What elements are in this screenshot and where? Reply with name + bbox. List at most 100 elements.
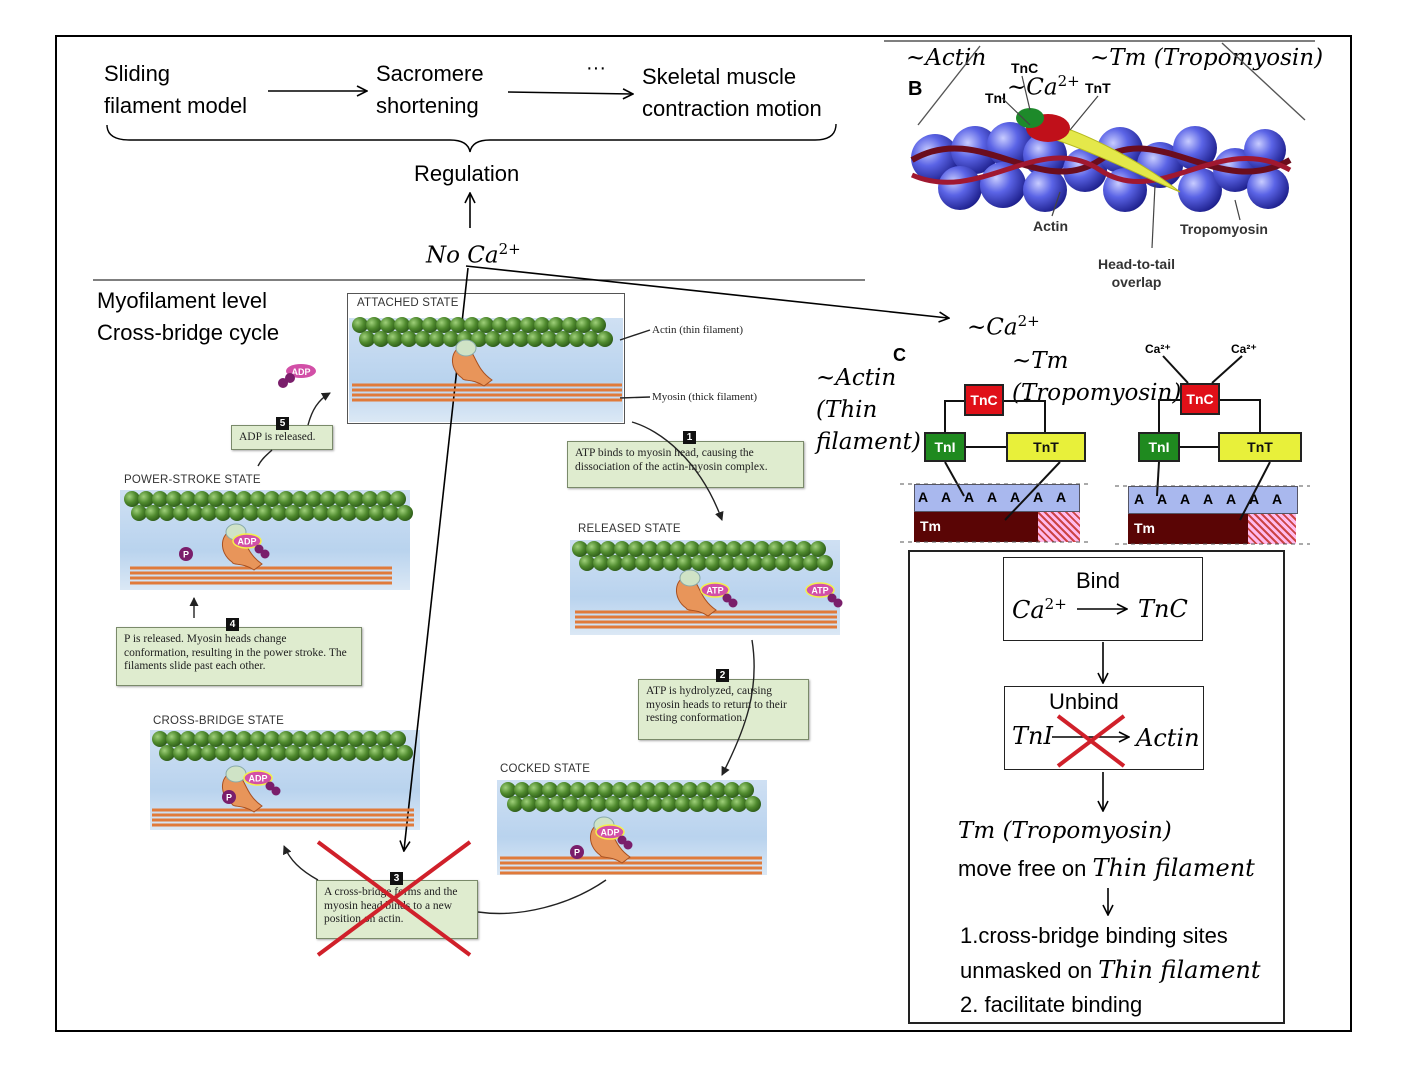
attached-actin-bead — [562, 317, 578, 333]
crossbridge-phosphate — [222, 790, 236, 804]
released-actin-bead — [635, 555, 651, 571]
panel-c-tni-right: TnI — [1138, 432, 1180, 462]
a-seg: A — [1203, 491, 1214, 507]
attached-actin-bead — [394, 317, 410, 333]
tropomyosin-strand-2 — [910, 155, 1292, 185]
step1-note: ATP binds to myosin head, causing the di… — [567, 441, 804, 488]
powerstroke-actin-bead — [264, 491, 280, 507]
crossbridge-actin-bead — [390, 731, 406, 747]
attached-actin-bead — [555, 331, 571, 347]
panel-c-tnt-left: TnT — [1006, 432, 1086, 462]
cocked-actin-bead — [717, 796, 733, 812]
cocked-adp-text: ADP — [600, 828, 619, 838]
panel-b-tm-annotation: ~Tm (Tropomyosin) — [1090, 45, 1324, 71]
released-actin-bead — [768, 541, 784, 557]
panel-c-actin-annotation: ~Actin (Thin filament) — [816, 365, 921, 455]
powerstroke-actin-bead — [285, 505, 301, 521]
tnc-green — [1016, 108, 1044, 128]
powerstroke-actin-bead — [383, 505, 399, 521]
powerstroke-actin-bead — [397, 505, 413, 521]
attached-actin-bead — [408, 317, 424, 333]
released-actin-bead — [614, 541, 630, 557]
crossbridge-actin-bead — [187, 745, 203, 761]
panel-c-tm-left — [914, 512, 1038, 542]
panel-c-tni-left: TnI — [924, 432, 966, 462]
released-actin-bead — [656, 541, 672, 557]
a-seg: A — [1033, 489, 1044, 505]
released-actin-bead — [782, 541, 798, 557]
bind-box — [1003, 557, 1203, 641]
released-actin-bead — [705, 555, 721, 571]
released-atp-free-phosphate — [827, 593, 837, 603]
powerstroke-actin-bead — [173, 505, 189, 521]
cycle-arrow-2 — [721, 639, 755, 776]
cocked-actin-bead — [598, 782, 614, 798]
panel-c-tnc-left: TnC — [964, 384, 1004, 416]
panel-b-actin-spheres — [911, 122, 1289, 212]
powerstroke-actin-bead — [327, 505, 343, 521]
step4-note: P is released. Myosin heads change confo… — [116, 627, 362, 686]
crossbridge-actin-bead — [264, 731, 280, 747]
adp-release-arrow — [307, 392, 331, 426]
released-actin-bead — [628, 541, 644, 557]
released-actin-bead — [684, 541, 700, 557]
released-actin-bead — [691, 555, 707, 571]
released-actin-bead — [726, 541, 742, 557]
powerstroke-actin-bead — [229, 505, 245, 521]
released-state-label: RELEASED STATE — [578, 523, 681, 535]
actin-thin-filament-label: Actin (thin filament) — [652, 324, 744, 336]
cocked-adp-phosphate — [617, 835, 627, 845]
step3-number: 3 — [390, 872, 403, 885]
powerstroke-adp-text: ADP — [237, 537, 256, 547]
a-seg: A — [1010, 489, 1021, 505]
panel-c-ca-2: Ca²⁺ — [1231, 342, 1257, 356]
crossbridge-actin-bead — [397, 745, 413, 761]
attached-actin-bead — [415, 331, 431, 347]
released-actin-bead — [789, 555, 805, 571]
crossbridge-actin-bead — [180, 731, 196, 747]
powerstroke-actin-bead — [292, 491, 308, 507]
panel-c-tnt-right: TnT — [1218, 432, 1302, 462]
attached-actin-bead — [471, 331, 487, 347]
panel-c-tm-label-left: Tm — [920, 518, 941, 534]
crossbridge-actin-bead — [306, 731, 322, 747]
powerstroke-actin-bead — [341, 505, 357, 521]
released-actin-bead — [796, 541, 812, 557]
unbind-cross-2 — [1056, 714, 1126, 768]
powerstroke-actin-bead — [236, 491, 252, 507]
powerstroke-actin-bead — [208, 491, 224, 507]
tropomyosin-strand-1 — [910, 145, 1292, 175]
crossbridge-actin-bead — [299, 745, 315, 761]
released-actin-bead — [817, 555, 833, 571]
attached-actin-bead — [373, 331, 389, 347]
released-actin-bead — [579, 555, 595, 571]
a-seg: A — [1226, 491, 1237, 507]
curly-brace — [106, 123, 837, 153]
crossbridge-actin-bead — [355, 745, 371, 761]
attached-actin-bead — [359, 331, 375, 347]
step3-note: A cross-bridge forms and the myosin head… — [316, 880, 478, 939]
crossbridge-actin-bead — [369, 745, 385, 761]
powerstroke-actin-bead — [376, 491, 392, 507]
crossbridge-actin-bead — [215, 745, 231, 761]
cocked-actin-bead — [668, 782, 684, 798]
powerstroke-actin-bead — [243, 505, 259, 521]
panel-b-overlap-label: Head-to-tail overlap — [1098, 256, 1175, 290]
cocked-actin-bead — [591, 796, 607, 812]
attached-actin-bead — [485, 331, 501, 347]
cocked-actin-bead — [514, 782, 530, 798]
skeletal-muscle-label: Skeletal muscle contraction motion — [642, 64, 822, 121]
panel-c-tm-overlap-left — [1038, 512, 1080, 542]
regulation-label: Regulation — [414, 161, 520, 186]
released-actin-bead — [810, 541, 826, 557]
cocked-actin-bead — [703, 796, 719, 812]
powerstroke-actin-bead — [250, 491, 266, 507]
panel-c-tm-right — [1128, 514, 1248, 544]
powerstroke-actin-bead — [152, 491, 168, 507]
step2-note: ATP is hydrolyzed, causing myosin heads … — [638, 679, 809, 740]
crossbridge-actin-bead — [236, 731, 252, 747]
cocked-actin-bead — [626, 782, 642, 798]
attached-actin-bead — [590, 317, 606, 333]
powerstroke-actin-bead — [194, 491, 210, 507]
